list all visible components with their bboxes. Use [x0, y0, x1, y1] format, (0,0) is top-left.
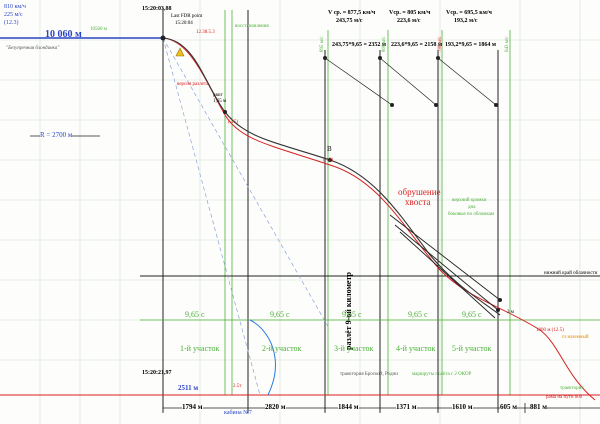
- speed-block-2-calc: 223,6*9,65 = 2158 м: [391, 42, 443, 48]
- speed-block-2-sub: 223,6 м/с: [397, 18, 421, 24]
- distance-7: 881 м: [530, 403, 548, 411]
- distance-3: 1844 м: [338, 403, 359, 411]
- interval-1: 9,65 с: [185, 310, 205, 319]
- altitude-top-label: 10 060 м: [45, 29, 82, 40]
- marker-b-angle: (-12): [323, 158, 333, 163]
- reference-diagonals: [162, 37, 331, 396]
- section-2: 2-й участок: [262, 344, 302, 353]
- far-right-tag-3: 3 м: [507, 310, 514, 315]
- dark-trajectory: [162, 37, 501, 316]
- altitude-bottom-label: 2511 м: [178, 384, 199, 392]
- interval-4: 9,65 с: [408, 310, 428, 319]
- ground-end-label: рама на пути 600: [546, 395, 583, 400]
- route-note-2: маршруты полёта с 2 ОКОР: [412, 372, 472, 377]
- green-middle-note-2: дна: [468, 205, 476, 210]
- engine-note: двиг: [213, 93, 223, 98]
- distance-axis: [162, 403, 600, 413]
- cloud-base-label: нижний край облачности: [544, 271, 598, 276]
- debris-lines: [389, 214, 501, 319]
- time-top-label: 15:20:03,88: [142, 6, 172, 12]
- speed-side-2: 225 м/с: [4, 12, 23, 18]
- far-right-tag-2: гл наземный: [562, 335, 589, 340]
- vertical-tag-1: 895 м/с: [320, 36, 325, 52]
- section-4: 4-й участок: [396, 344, 436, 353]
- distance-6: 605 м: [500, 403, 518, 411]
- speed-segments: [324, 57, 497, 106]
- green-guides: [140, 10, 600, 395]
- section-3: 3-й участок: [334, 344, 374, 353]
- fdr-extra-label: 12.38.5.3: [196, 30, 215, 35]
- start-note: "Безупречная блондинка": [6, 46, 60, 51]
- section-1: 1-й участок: [180, 344, 220, 353]
- trajectory-end-label: траектория: [560, 386, 584, 391]
- time-bottom-label: 15:20:21,97: [142, 370, 172, 376]
- collapse-title: обрушение: [398, 187, 441, 197]
- section-boundaries: [162, 8, 499, 412]
- blue-curve: [249, 319, 276, 396]
- vertical-tag-2: 800 м/с: [382, 36, 387, 52]
- speed-block-3-sub: 193,2 м/с: [454, 18, 478, 24]
- interval-2: 9,65 с: [270, 310, 290, 319]
- mid-marker: (-25): [228, 120, 238, 125]
- speed-block-1-title: V ср. = 877,5 км/ч: [328, 10, 376, 16]
- bottom-note: кабина №7: [224, 410, 252, 416]
- red-trajectory: [162, 37, 596, 401]
- far-right-tag: 1800 м (12.5): [536, 328, 564, 333]
- marker-b: В: [327, 145, 332, 153]
- distance-5: 1610 м: [452, 403, 473, 411]
- speed-side-1: 810 км/ч: [4, 4, 26, 10]
- route-note: траектория Броской, Родни: [340, 372, 398, 377]
- section-5: 5-й участок: [452, 344, 492, 353]
- green-middle-note-3: боковые по обломкам: [448, 212, 495, 217]
- interval-5: 9,65 с: [462, 310, 482, 319]
- fdr-point-label: Last FDR point: [171, 14, 203, 19]
- engine-note-2: 1,65 м: [213, 99, 227, 104]
- markers: [160, 35, 502, 312]
- speed-block-3-title: Vср. = 695,5 км/ч: [446, 10, 492, 16]
- interval-3: 9,65 с: [342, 310, 362, 319]
- radius-label: R = 2700 м: [40, 131, 73, 139]
- green-top-note: 10560 м: [90, 27, 107, 32]
- distance-4: 1371 м: [396, 403, 417, 411]
- speed-side-3: (12.3): [4, 20, 19, 26]
- center-top-note: восстановления: [235, 24, 269, 29]
- speed-block-1-calc: 243,75*9,65 = 2352 м: [332, 42, 387, 48]
- green-middle-note: верхний кромки: [452, 198, 487, 203]
- distance-1: 1794 м: [182, 403, 203, 411]
- speed-block-1-sub: 243,75 м/с: [336, 18, 363, 24]
- speed-block-2-title: Vср. = 805 км/ч: [389, 10, 431, 16]
- bottom-left-value: 2.5т: [233, 384, 242, 389]
- fdr-time-label: 15:20:04: [175, 21, 193, 26]
- collapse-sub: хвоста: [405, 197, 431, 207]
- speed-block-3-calc: 193,2*9,65 = 1864 м: [445, 42, 497, 48]
- vertical-tag-3: 780 м/с: [438, 36, 443, 52]
- vertical-tag-4: 643 м/с: [505, 36, 510, 52]
- distance-2: 2820 м: [265, 403, 286, 411]
- red-left-note: версия разлета: [177, 82, 209, 87]
